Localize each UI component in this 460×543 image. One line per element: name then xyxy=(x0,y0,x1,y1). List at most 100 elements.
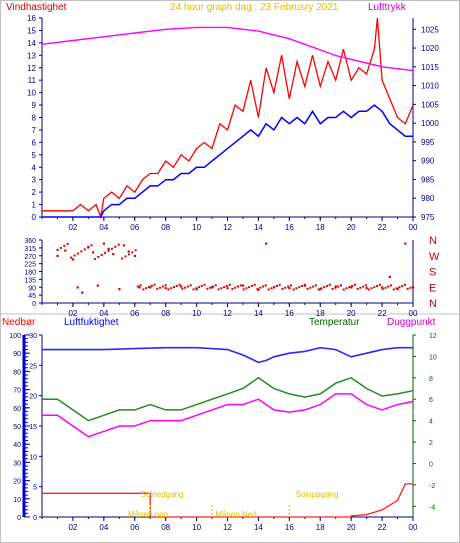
wind-speed-label: Vindhastighet xyxy=(6,2,67,13)
direction-point xyxy=(239,284,242,287)
direction-point xyxy=(303,283,306,286)
wind-xtick-label: 02 xyxy=(68,223,77,232)
compass-label: E xyxy=(429,282,436,294)
humidity-ytick-label: 30 xyxy=(29,333,37,340)
direction-point xyxy=(195,287,198,290)
direction-point xyxy=(365,287,368,290)
pressure-ytick-label: 995 xyxy=(421,138,435,147)
direction-point xyxy=(395,287,398,290)
direction-point xyxy=(273,286,276,289)
direction-point xyxy=(107,247,110,250)
direction-point xyxy=(228,283,231,286)
direction-point xyxy=(104,251,107,254)
temperature-ytick-label: 8 xyxy=(429,376,433,383)
compass-label: N xyxy=(429,235,437,247)
direction-point xyxy=(404,242,407,245)
direction-ytick-label: 90 xyxy=(28,285,36,292)
wind-xtick-label: 14 xyxy=(254,223,263,232)
direction-point xyxy=(387,285,390,288)
direction-point xyxy=(212,285,214,288)
direction-point xyxy=(398,286,401,289)
direction-point xyxy=(225,284,228,287)
direction-point xyxy=(142,288,145,291)
direction-point xyxy=(112,253,115,256)
wind-ytick-label: 3 xyxy=(32,176,37,185)
wind-ytick-label: 10 xyxy=(27,89,36,98)
wind-xtick-label: 18 xyxy=(316,223,325,232)
pressure-ytick-label: 985 xyxy=(421,175,435,184)
wind-pressure-plot: 0123456789101112131415169759809859909951… xyxy=(27,14,439,232)
direction-xtick-label: 08 xyxy=(161,309,170,318)
wind-ytick-label: 4 xyxy=(32,163,37,172)
rain-ytick-label: 30 xyxy=(13,460,21,467)
direction-point xyxy=(133,254,136,257)
rain-ytick-label: 20 xyxy=(13,479,21,486)
direction-point xyxy=(92,251,95,254)
direction-point xyxy=(409,286,412,289)
direction-point xyxy=(404,283,406,286)
direction-point xyxy=(107,249,110,252)
temperature-ytick-label: 4 xyxy=(429,419,433,426)
direction-point xyxy=(122,244,126,247)
wind-xtick-label: 04 xyxy=(99,223,108,232)
annotation-label: Månen opp xyxy=(128,510,169,519)
direction-point xyxy=(320,287,323,290)
direction-point xyxy=(401,285,404,287)
direction-point xyxy=(370,287,373,290)
pressure-ytick-label: 980 xyxy=(421,194,435,203)
pressure-ytick-label: 1020 xyxy=(421,44,439,53)
direction-point xyxy=(97,256,100,258)
direction-point xyxy=(66,242,69,245)
direction-point xyxy=(323,286,326,289)
direction-point xyxy=(189,284,192,287)
direction-xtick-label: 22 xyxy=(378,309,387,318)
direction-point xyxy=(164,284,167,287)
direction-xtick-label: 04 xyxy=(99,309,108,318)
direction-point xyxy=(259,286,262,289)
direction-point xyxy=(178,283,181,286)
direction-point xyxy=(220,287,223,290)
wind-ytick-label: 8 xyxy=(32,114,37,123)
direction-xtick-label: 00 xyxy=(409,309,418,318)
wind-ytick-label: 2 xyxy=(32,188,37,197)
wind-ytick-label: 5 xyxy=(32,151,37,160)
direction-point xyxy=(256,287,259,290)
direction-point xyxy=(412,286,415,289)
direction-point xyxy=(209,286,212,289)
direction-point xyxy=(384,286,387,289)
wind-gust-line xyxy=(42,17,414,220)
humidity-ytick-label: 15 xyxy=(29,424,37,431)
direction-point xyxy=(124,255,127,258)
humidity-xtick-label: 02 xyxy=(68,523,77,532)
temperature-line xyxy=(42,376,414,422)
rain-ytick-label: 50 xyxy=(13,424,21,431)
direction-point xyxy=(306,287,309,290)
wind-ytick-label: 11 xyxy=(28,76,37,85)
direction-point xyxy=(139,284,142,287)
direction-point xyxy=(270,287,273,290)
direction-point xyxy=(192,288,195,291)
humidity-ytick-label: 10 xyxy=(29,454,37,461)
direction-point xyxy=(319,288,322,291)
direction-point xyxy=(110,247,113,250)
direction-point xyxy=(234,286,237,289)
direction-point xyxy=(71,258,75,261)
direction-point xyxy=(159,286,162,289)
pressure-ytick-label: 990 xyxy=(421,157,435,166)
wind-ytick-label: 14 xyxy=(27,39,36,48)
direction-point xyxy=(226,287,229,290)
direction-point xyxy=(87,246,90,249)
direction-point xyxy=(70,256,73,259)
direction-point xyxy=(381,287,384,290)
direction-point xyxy=(295,287,298,290)
rain-label: Nedbør xyxy=(2,317,36,328)
humidity-label: Luftfuktighet xyxy=(64,317,119,328)
direction-point xyxy=(127,250,130,253)
direction-xtick-label: 10 xyxy=(192,309,201,318)
humidity-ytick-label: 0 xyxy=(33,515,37,522)
direction-point xyxy=(351,285,354,287)
direction-point xyxy=(173,286,175,289)
direction-point xyxy=(250,284,253,287)
humidity-xtick-label: 20 xyxy=(347,523,356,532)
